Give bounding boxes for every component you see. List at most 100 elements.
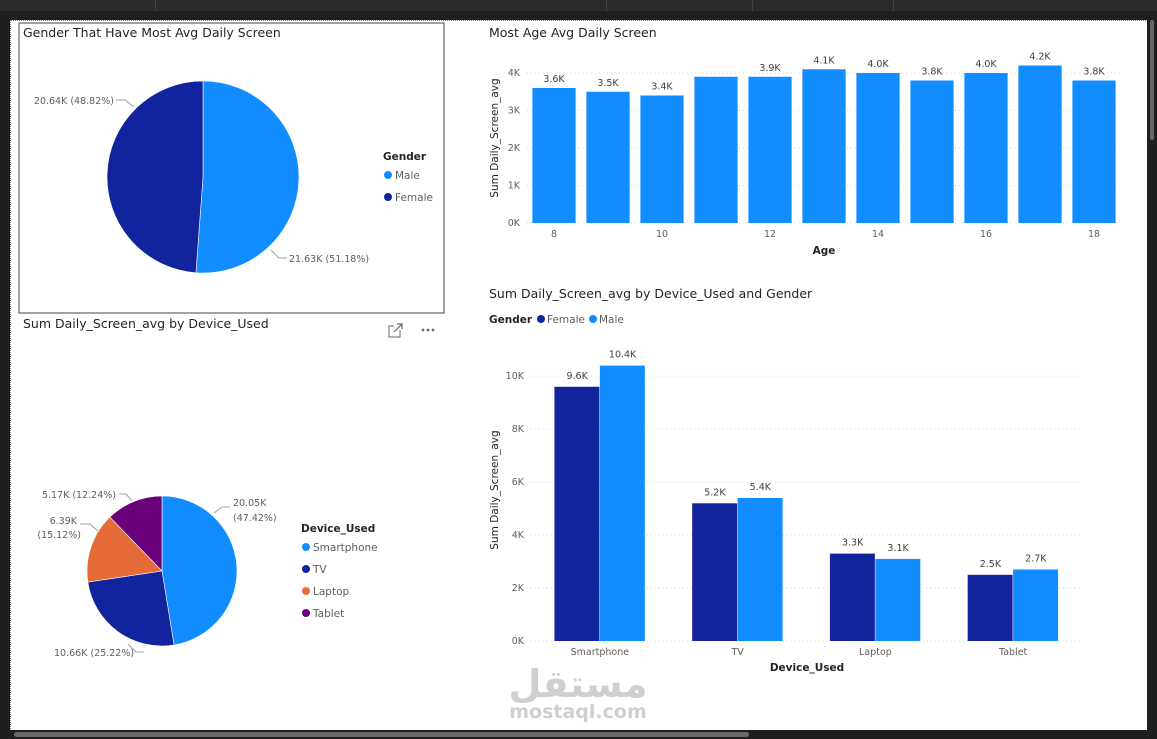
age-x-tick: 18 <box>1088 229 1100 240</box>
pie-slice-tablet[interactable] <box>109 495 163 572</box>
device-gender-x-tick: Tablet <box>998 647 1028 658</box>
top-tab[interactable] <box>0 0 156 11</box>
bar-tablet-male[interactable] <box>1013 569 1059 642</box>
age-x-tick: 16 <box>980 229 992 240</box>
top-tab[interactable] <box>753 0 894 11</box>
bar-laptop-female[interactable] <box>829 553 875 641</box>
bar-tablet-female[interactable] <box>967 574 1013 641</box>
leader-line <box>270 249 287 259</box>
device-gender-x-axis-title: Device_Used <box>770 662 844 674</box>
legend-male-label[interactable]: Male <box>395 170 420 182</box>
age-bar-label: 4.1K <box>813 55 835 66</box>
top-tab[interactable] <box>607 0 753 11</box>
bar-tv-male[interactable] <box>737 498 783 641</box>
bar-label-female: 9.6K <box>566 371 588 382</box>
device-pie-title: Sum Daily_Screen_avg by Device_Used <box>23 316 269 331</box>
pie-label-smartphone-value: 20.05K <box>233 498 267 509</box>
pie-label-tv: 10.66K (25.22%) <box>54 648 134 659</box>
device-pie-visual[interactable]: Sum Daily_Screen_avg by Device_Used Devi… <box>23 316 435 659</box>
top-bar <box>0 0 1157 11</box>
age-plot-area: 0K 1K 2K 3K 4K 3.6K 3.5K 3.4K 3.9K 4.1K 4.0K 3.8K 4.… <box>508 52 1121 240</box>
legend-smartphone-label[interactable]: Smartphone <box>313 542 378 554</box>
pie-slice-tv[interactable] <box>87 570 175 647</box>
gender-pie-visual[interactable]: Gender That Have Most Avg Daily Screen G… <box>18 22 445 314</box>
age-bar[interactable] <box>640 95 684 224</box>
leader-line <box>213 506 230 514</box>
device-gender-y-tick: 2K <box>512 583 525 594</box>
horizontal-scrollbar[interactable] <box>0 730 1157 739</box>
age-x-tick: 10 <box>656 229 668 240</box>
pie-slice-smartphone[interactable] <box>161 495 238 646</box>
device-gender-x-tick: Laptop <box>859 647 892 658</box>
bar-label-male: 5.4K <box>750 482 772 493</box>
visual-border <box>18 22 445 314</box>
age-bar-label: 3.8K <box>921 67 943 78</box>
age-y-tick: 0K <box>508 218 521 229</box>
vertical-scrollbar[interactable] <box>1147 20 1157 739</box>
age-bar[interactable] <box>910 80 954 224</box>
age-bar[interactable] <box>856 73 900 223</box>
device-gender-x-tick: TV <box>730 647 744 658</box>
leader-line <box>80 523 99 532</box>
age-y-tick: 1K <box>508 181 521 192</box>
legend-female-label[interactable]: Female <box>395 192 433 204</box>
bar-tv-female[interactable] <box>692 503 738 641</box>
more-options-icon[interactable] <box>421 328 435 332</box>
age-bar-label: 4.2K <box>1029 52 1051 63</box>
pie-label-smartphone-pct: (47.42%) <box>233 513 277 524</box>
legend-male-label[interactable]: Male <box>599 314 624 326</box>
age-bar[interactable] <box>694 76 738 223</box>
legend-tablet-marker <box>302 609 310 617</box>
pie-slice-female[interactable] <box>106 80 204 274</box>
top-tab[interactable] <box>156 0 607 11</box>
pie-slice-laptop[interactable] <box>86 516 163 583</box>
age-bar[interactable] <box>1018 65 1062 224</box>
age-bar[interactable] <box>586 91 630 223</box>
age-bar-label: 4.0K <box>867 59 889 70</box>
device-gender-y-axis-title: Sum Daily_Screen_avg <box>489 430 501 549</box>
age-y-axis-title: Sum Daily_Screen_avg <box>489 78 501 197</box>
age-bar[interactable] <box>532 88 576 223</box>
bar-label-male: 3.1K <box>887 543 909 554</box>
pie-label-laptop-value: 6.39K <box>50 516 78 527</box>
age-y-tick: 4K <box>508 68 521 79</box>
bar-label-female: 3.3K <box>842 538 864 549</box>
legend-smartphone-marker <box>302 543 310 551</box>
scrollbar-thumb[interactable] <box>14 732 749 737</box>
age-bar[interactable] <box>964 73 1008 223</box>
age-x-tick: 12 <box>764 229 776 240</box>
device-gender-y-tick: 6K <box>512 477 525 488</box>
bar-smartphone-female[interactable] <box>554 386 600 641</box>
leader-line <box>127 643 144 653</box>
device-pie-slices <box>86 495 238 647</box>
device-gender-y-tick: 0K <box>512 636 525 647</box>
age-bar[interactable] <box>802 69 846 223</box>
age-bar[interactable] <box>1072 80 1116 224</box>
expand-icon[interactable] <box>388 322 403 338</box>
bar-label-male: 10.4K <box>609 350 637 361</box>
watermark-arabic: مستقل <box>509 662 648 706</box>
age-bar-visual[interactable]: Most Age Avg Daily Screen 0K 1K 2K 3K 4K 3.6K… <box>489 25 1121 257</box>
scrollbar-thumb[interactable] <box>1150 20 1154 140</box>
bar-laptop-male[interactable] <box>875 558 921 641</box>
device-gender-y-tick: 10K <box>506 371 525 382</box>
device-gender-plot-area: 0K 2K 4K 6K 8K 10K 9.6K 10.4K Smartphone 5.2K 5.4K… <box>506 350 1082 658</box>
device-legend-title: Device_Used <box>301 523 375 535</box>
age-chart-title: Most Age Avg Daily Screen <box>489 25 657 40</box>
pie-slice-male[interactable] <box>195 80 300 274</box>
age-x-axis-title: Age <box>813 245 836 257</box>
device-gender-bar-visual[interactable]: Sum Daily_Screen_avg by Device_Used and … <box>489 286 1082 674</box>
age-y-tick: 2K <box>508 143 521 154</box>
gender-pie-title: Gender That Have Most Avg Daily Screen <box>23 25 281 40</box>
bar-smartphone-male[interactable] <box>599 365 645 641</box>
legend-female-label[interactable]: Female <box>547 314 585 326</box>
legend-tv-label[interactable]: TV <box>312 564 327 576</box>
legend-female-marker <box>537 315 545 323</box>
age-y-tick: 3K <box>508 106 521 117</box>
age-bar-label: 3.5K <box>597 78 619 89</box>
age-x-tick: 8 <box>551 229 557 240</box>
legend-tablet-label[interactable]: Tablet <box>312 608 344 620</box>
legend-laptop-label[interactable]: Laptop <box>313 586 349 598</box>
age-bar[interactable] <box>748 76 792 223</box>
gender-pie-slices <box>106 80 300 274</box>
